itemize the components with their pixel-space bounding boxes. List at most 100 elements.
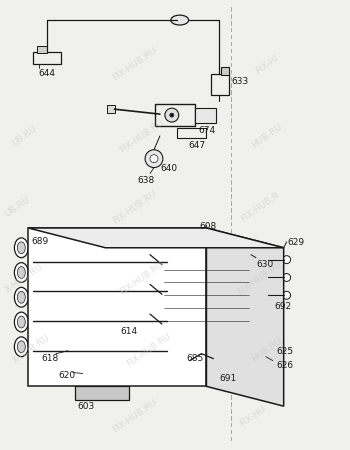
Circle shape	[77, 363, 85, 370]
Text: FIX-HUB.RU: FIX-HUB.RU	[125, 331, 173, 368]
Polygon shape	[28, 228, 284, 248]
Bar	[259, 351, 265, 357]
Bar	[273, 351, 279, 357]
Text: FIX-HUB.RU: FIX-HUB.RU	[111, 46, 159, 83]
Text: FIX-HUB.R: FIX-HUB.R	[239, 190, 281, 224]
Text: FIX-HUB.RU: FIX-HUB.RU	[111, 189, 159, 225]
Circle shape	[214, 364, 218, 369]
Ellipse shape	[14, 337, 28, 357]
Text: FIX-HU: FIX-HU	[238, 404, 268, 429]
Ellipse shape	[73, 327, 128, 367]
Bar	[262, 346, 268, 352]
Bar	[93, 242, 105, 365]
Text: 691: 691	[219, 374, 237, 383]
Text: X-HUB.RU: X-HUB.RU	[4, 262, 45, 295]
Text: 625: 625	[277, 347, 294, 356]
Text: 692: 692	[275, 302, 292, 311]
Text: FIX-HI: FIX-HI	[254, 54, 280, 76]
Circle shape	[82, 374, 88, 379]
Text: 626: 626	[277, 360, 294, 369]
Bar	[183, 260, 195, 327]
Bar	[230, 260, 242, 327]
Text: 603: 603	[78, 402, 95, 411]
Bar	[52, 242, 63, 365]
Text: 633: 633	[231, 76, 248, 86]
Bar	[107, 242, 118, 365]
Ellipse shape	[18, 266, 25, 279]
Bar	[269, 355, 275, 361]
Text: X-HUB.RU: X-HUB.RU	[10, 333, 52, 366]
Text: FIX-HUB.RU: FIX-HUB.RU	[118, 260, 166, 297]
Ellipse shape	[14, 263, 28, 283]
Bar	[155, 104, 195, 126]
Circle shape	[170, 113, 174, 117]
Circle shape	[136, 313, 144, 321]
Polygon shape	[28, 228, 206, 387]
Bar	[37, 46, 47, 53]
Bar	[33, 52, 61, 63]
Bar	[107, 105, 116, 113]
Text: 618: 618	[41, 354, 58, 363]
Circle shape	[283, 256, 290, 264]
Ellipse shape	[18, 242, 25, 254]
Bar	[75, 360, 129, 373]
Text: UB.RU: UB.RU	[10, 124, 38, 148]
Bar	[262, 355, 268, 361]
Circle shape	[150, 155, 158, 162]
Text: 644: 644	[38, 68, 55, 77]
Bar	[38, 242, 49, 365]
Bar	[214, 260, 226, 327]
Text: 630: 630	[256, 260, 273, 269]
Text: UB.RU: UB.RU	[3, 195, 32, 219]
Text: FIX-HUB.RU: FIX-HUB.RU	[236, 260, 284, 297]
Circle shape	[283, 274, 290, 281]
Circle shape	[283, 291, 290, 299]
Circle shape	[186, 360, 194, 368]
Text: 640: 640	[160, 164, 177, 173]
Ellipse shape	[81, 328, 120, 356]
Text: FIX-HUB.RU: FIX-HUB.RU	[111, 398, 159, 435]
Text: 674: 674	[198, 126, 216, 135]
Ellipse shape	[14, 238, 28, 258]
Bar	[177, 128, 206, 138]
Text: HUB.RU: HUB.RU	[250, 122, 284, 150]
Text: 685: 685	[187, 354, 204, 363]
Polygon shape	[206, 228, 284, 406]
Circle shape	[130, 307, 150, 327]
Bar	[167, 260, 179, 327]
Circle shape	[211, 362, 221, 372]
Text: 620: 620	[58, 370, 75, 379]
Text: 689: 689	[31, 237, 49, 246]
Bar	[85, 373, 119, 387]
Text: 647: 647	[189, 141, 206, 150]
Ellipse shape	[18, 341, 25, 353]
Text: 608: 608	[199, 222, 217, 231]
Text: HUB.RU: HUB.RU	[250, 336, 284, 364]
Circle shape	[165, 108, 179, 122]
Bar	[221, 67, 229, 75]
Bar	[66, 242, 77, 365]
Text: 638: 638	[137, 176, 154, 184]
Bar	[258, 297, 273, 315]
Text: FIX-HUB.RU: FIX-HUB.RU	[118, 117, 166, 154]
Bar	[75, 387, 129, 400]
Bar	[135, 242, 146, 365]
Circle shape	[118, 363, 126, 370]
Text: 629: 629	[288, 238, 305, 247]
Bar	[162, 255, 251, 334]
Ellipse shape	[18, 316, 25, 328]
Ellipse shape	[18, 291, 25, 303]
Bar	[195, 108, 216, 123]
Bar	[211, 73, 229, 95]
Bar	[269, 346, 275, 352]
Text: 614: 614	[120, 327, 138, 336]
Bar	[258, 315, 273, 323]
Bar	[80, 242, 91, 365]
Circle shape	[145, 150, 163, 167]
Bar	[149, 242, 160, 365]
Bar	[121, 242, 132, 365]
Ellipse shape	[14, 312, 28, 332]
Ellipse shape	[171, 15, 189, 25]
Ellipse shape	[14, 288, 28, 307]
Bar	[198, 260, 210, 327]
